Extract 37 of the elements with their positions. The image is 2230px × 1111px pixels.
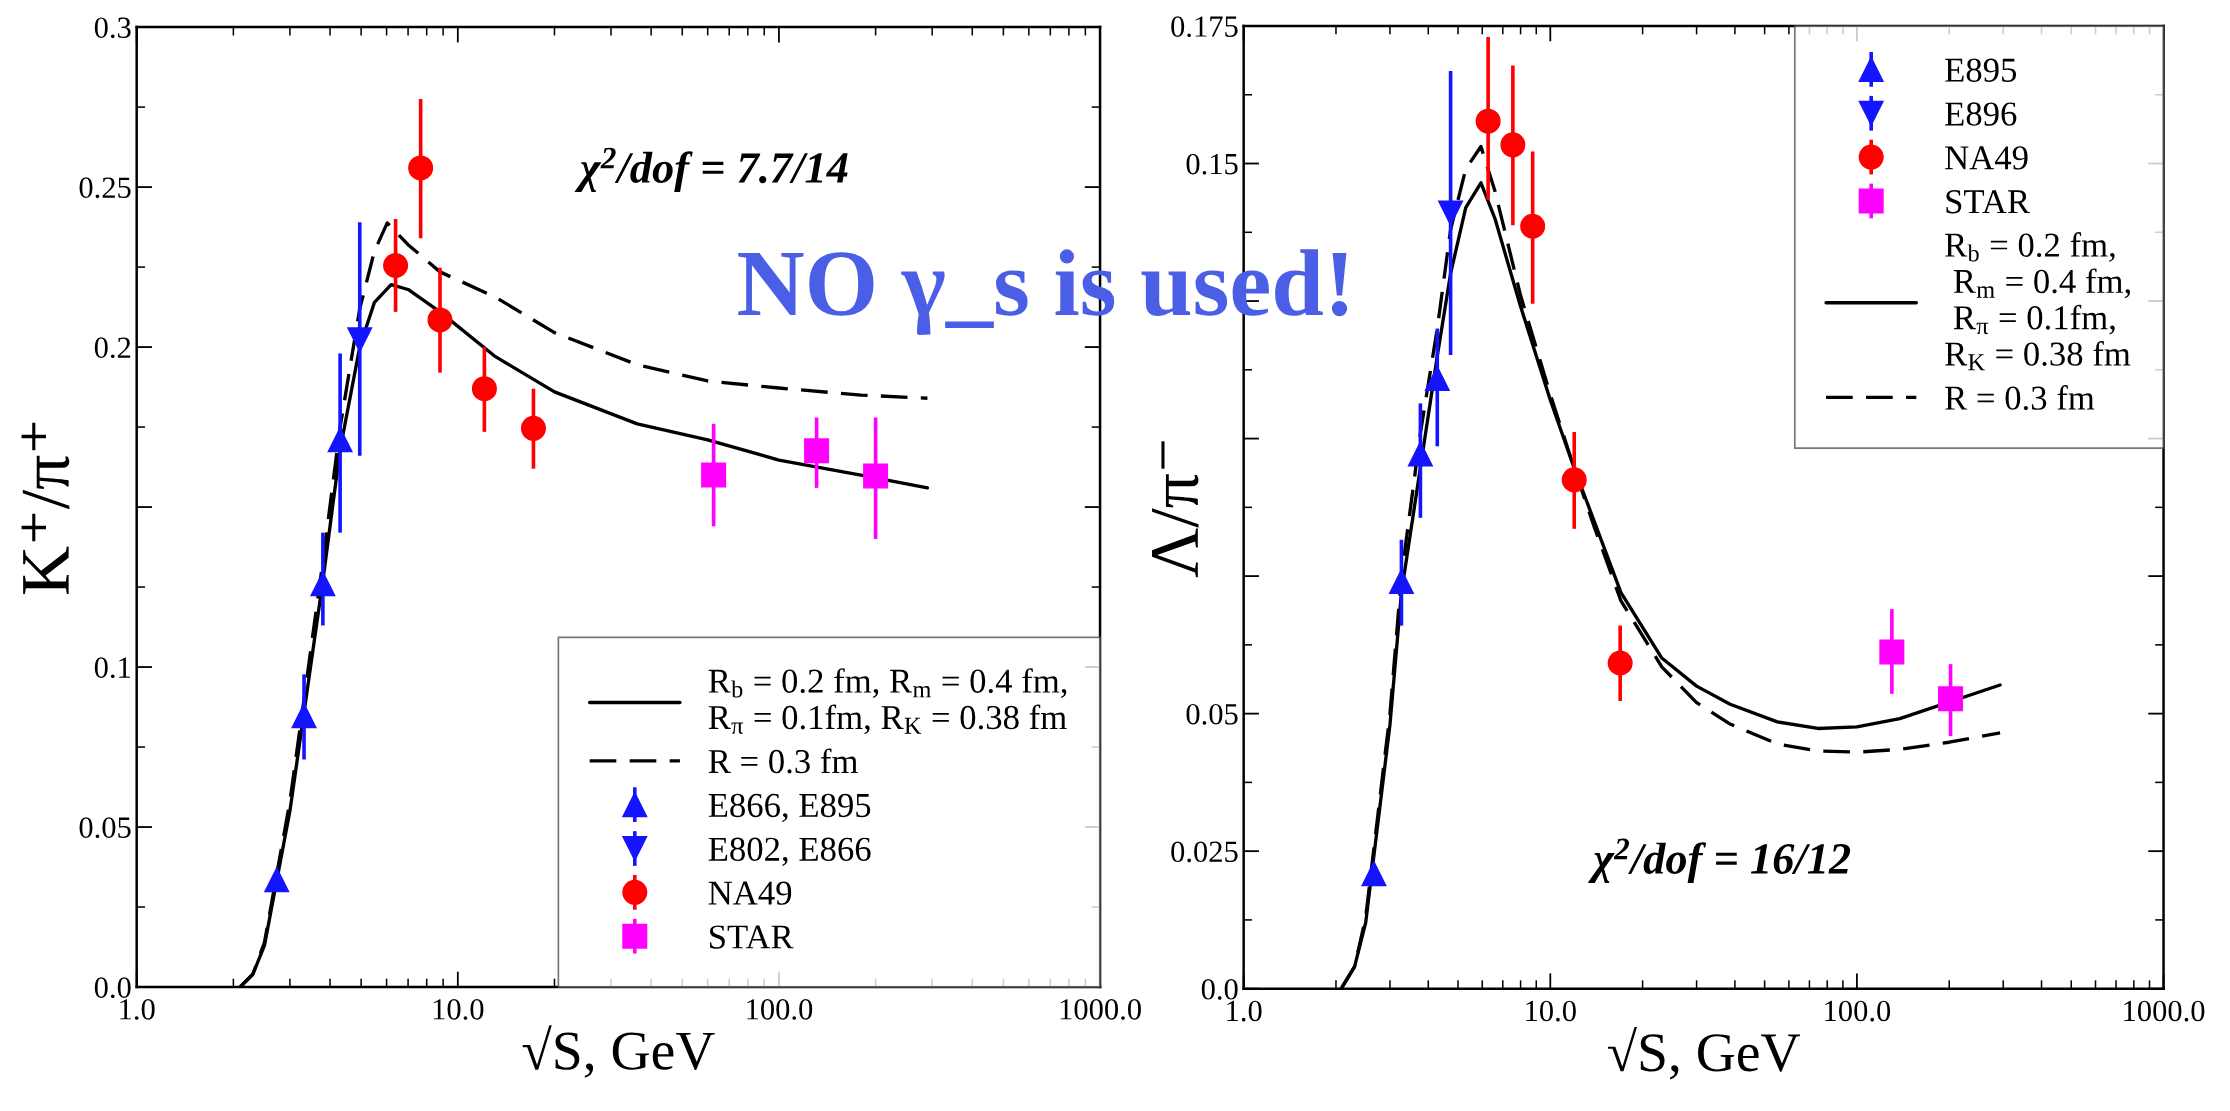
y-axis-title: K⁺/π⁺ bbox=[21, 422, 70, 594]
legend-label: NA49 bbox=[708, 881, 792, 905]
y-tick-label: 0.2 bbox=[94, 337, 131, 359]
text: R$_{b}$ = 0.2 fm, R$_{m}$ = 0.4 fm, R$_{π}$ = 0.1fm, R$_{K}$ = 0.38 fm bbox=[1945, 232, 2131, 371]
legend-label: E866, E895 bbox=[708, 793, 871, 823]
x-tick-label: 1000.0 bbox=[1060, 999, 1141, 1020]
y-axis-title: Λ/π⁻ bbox=[1151, 441, 1199, 578]
annotation: χ$^{2}$/dof = 16/12 bbox=[1588, 838, 1851, 883]
legend-label: E802, E866 bbox=[708, 837, 871, 866]
x-axis-title: √S, GeV bbox=[522, 1025, 715, 1078]
text: R$_{b}$ = 0.2 fm, R$_{m}$ = 0.4 fm, R$_{π}$ = 0.1fm, R$_{K}$ = 0.38 fm bbox=[708, 668, 1067, 735]
x-tick-label: 1.0 bbox=[120, 999, 155, 1020]
x-axis-title: √S, GeV bbox=[1607, 1026, 1801, 1080]
annotation: χ$^{2}$/dof = 7.7/14 bbox=[574, 147, 848, 193]
y-tick-label: 0.3 bbox=[94, 17, 131, 39]
y-tick-label: 0.05 bbox=[79, 817, 131, 839]
x-tick-label: 10.0 bbox=[433, 999, 484, 1020]
legend-label: E896 bbox=[1945, 102, 2017, 126]
y-tick-label: 0.25 bbox=[79, 177, 131, 199]
y-tick-label: 0.0 bbox=[1201, 978, 1238, 1000]
x-tick-label: 100.0 bbox=[747, 999, 813, 1020]
y-tick-label: 0.175 bbox=[1171, 16, 1238, 38]
x-tick-label: 1000.0 bbox=[2124, 1000, 2205, 1022]
legend-label: STAR bbox=[1946, 190, 2031, 214]
legend-label: STAR bbox=[710, 925, 794, 949]
y-tick-label: 0.0 bbox=[94, 977, 131, 999]
y-tick-label: 0.025 bbox=[1171, 841, 1238, 863]
x-tick-label: 100.0 bbox=[1825, 1000, 1891, 1022]
x-tick-label: 1.0 bbox=[1227, 1000, 1262, 1022]
legend-label: NA49 bbox=[1945, 146, 2028, 170]
legend-label: R = 0.3 fm bbox=[708, 748, 858, 774]
y-tick-label: 0.05 bbox=[1186, 703, 1238, 725]
legend-label: E895 bbox=[1945, 58, 2017, 82]
x-tick-label: 10.0 bbox=[1526, 1000, 1576, 1022]
y-tick-label: 0.1 bbox=[94, 657, 130, 679]
legend-label: R = 0.3 fm bbox=[1945, 385, 2095, 411]
y-tick-label: 0.15 bbox=[1186, 153, 1238, 175]
